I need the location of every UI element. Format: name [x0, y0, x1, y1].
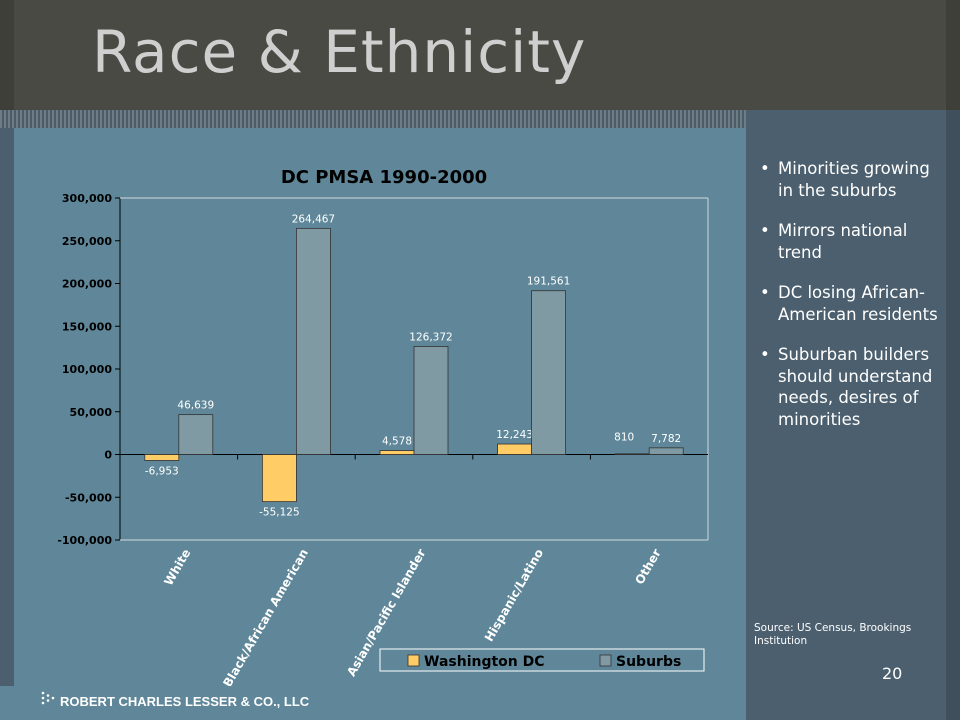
- data-label: 7,782: [651, 433, 681, 445]
- bar-suburbs: [178, 414, 214, 455]
- x-tick-label: Black/African American: [220, 547, 311, 687]
- data-label: 810: [614, 432, 634, 444]
- header-inner: [14, 0, 946, 110]
- company-name: ROBERT CHARLES LESSER & CO., LLC: [60, 694, 310, 709]
- data-label: 126,372: [409, 331, 452, 343]
- bullet-text: Suburban builders should understand need…: [778, 345, 933, 429]
- y-tick-label: 0: [104, 449, 112, 462]
- bullet-item: • DC losing African-American residents: [760, 283, 938, 324]
- bar-washington-dc: [144, 454, 180, 461]
- y-tick-label: 200,000: [62, 278, 112, 291]
- legend-swatch-suburbs: [599, 654, 612, 667]
- bar-chart: DC PMSA 1990-2000 300,000 250,000 200,000 1…: [57, 167, 709, 687]
- bullet-item: • Suburban builders should understand nee…: [760, 345, 933, 429]
- legend-label-suburbs: Suburbs: [616, 654, 681, 670]
- chart-panel: [14, 128, 746, 686]
- page-number: 20: [882, 664, 903, 683]
- notes-column: [746, 128, 946, 720]
- bar-washington-dc: [261, 454, 297, 503]
- x-tick-label: Other: [632, 546, 663, 586]
- y-tick-label: 100,000: [62, 363, 112, 376]
- stripe-cover: [746, 110, 960, 128]
- bullet-text: DC losing African-American residents: [778, 283, 938, 324]
- y-tick-label: -50,000: [65, 491, 112, 504]
- data-label: -6,953: [145, 465, 179, 477]
- data-label: 46,639: [177, 400, 214, 412]
- bar-suburbs: [531, 290, 566, 455]
- y-axis: 300,000 250,000 200,000 150,000 100,000 50,00…: [57, 192, 709, 547]
- y-tick-label: -100,000: [57, 534, 112, 547]
- bullet-text: Minorities growing in the suburbs: [778, 159, 930, 200]
- source-note: Source: US Census, Brookings Institution: [754, 622, 912, 647]
- bullet-item: • Mirrors national trend: [760, 221, 908, 262]
- data-label: -55,125: [259, 507, 300, 519]
- legend-swatch-washington-dc: [407, 654, 420, 667]
- slide-title: Race & Ethnicity: [92, 18, 587, 86]
- decorative-stripe: [0, 110, 960, 128]
- bar-suburbs: [413, 346, 449, 455]
- y-tick-label: 150,000: [62, 320, 112, 333]
- data-label: 4,578: [382, 436, 412, 448]
- legend-label-washington-dc: Washington DC: [424, 654, 545, 670]
- bar-suburbs: [648, 447, 684, 455]
- legend: Washington DC Suburbs: [379, 648, 705, 672]
- chart-title: DC PMSA 1990-2000: [281, 167, 487, 188]
- data-label: 264,467: [292, 213, 335, 225]
- bullet-text: Mirrors national trend: [778, 221, 908, 262]
- bar-washington-dc: [497, 443, 533, 455]
- bullet-item: • Minorities growing in the suburbs: [760, 159, 930, 200]
- header-bar: [0, 0, 960, 110]
- x-tick-label: Hispanic/Latino: [482, 547, 546, 645]
- dotted-arrow-icon: [41, 691, 55, 705]
- bars: -6,953 46,639 -55,125 264,467 4,578 126,372 12…: [144, 213, 684, 519]
- data-label: 191,561: [527, 276, 570, 288]
- y-tick-label: 300,000: [62, 192, 112, 205]
- right-edge: [946, 110, 960, 720]
- footer-bar: [0, 686, 746, 720]
- data-label: 12,243: [496, 429, 533, 441]
- y-tick-label: 50,000: [70, 406, 113, 419]
- y-tick-label: 250,000: [62, 235, 112, 248]
- bar-suburbs: [295, 227, 331, 455]
- x-tick-label: White: [161, 547, 193, 588]
- bar-washington-dc: [379, 450, 415, 455]
- bullet-list: • Minorities growing in the suburbs • Mirr…: [758, 158, 948, 449]
- bar-washington-dc: [614, 453, 650, 455]
